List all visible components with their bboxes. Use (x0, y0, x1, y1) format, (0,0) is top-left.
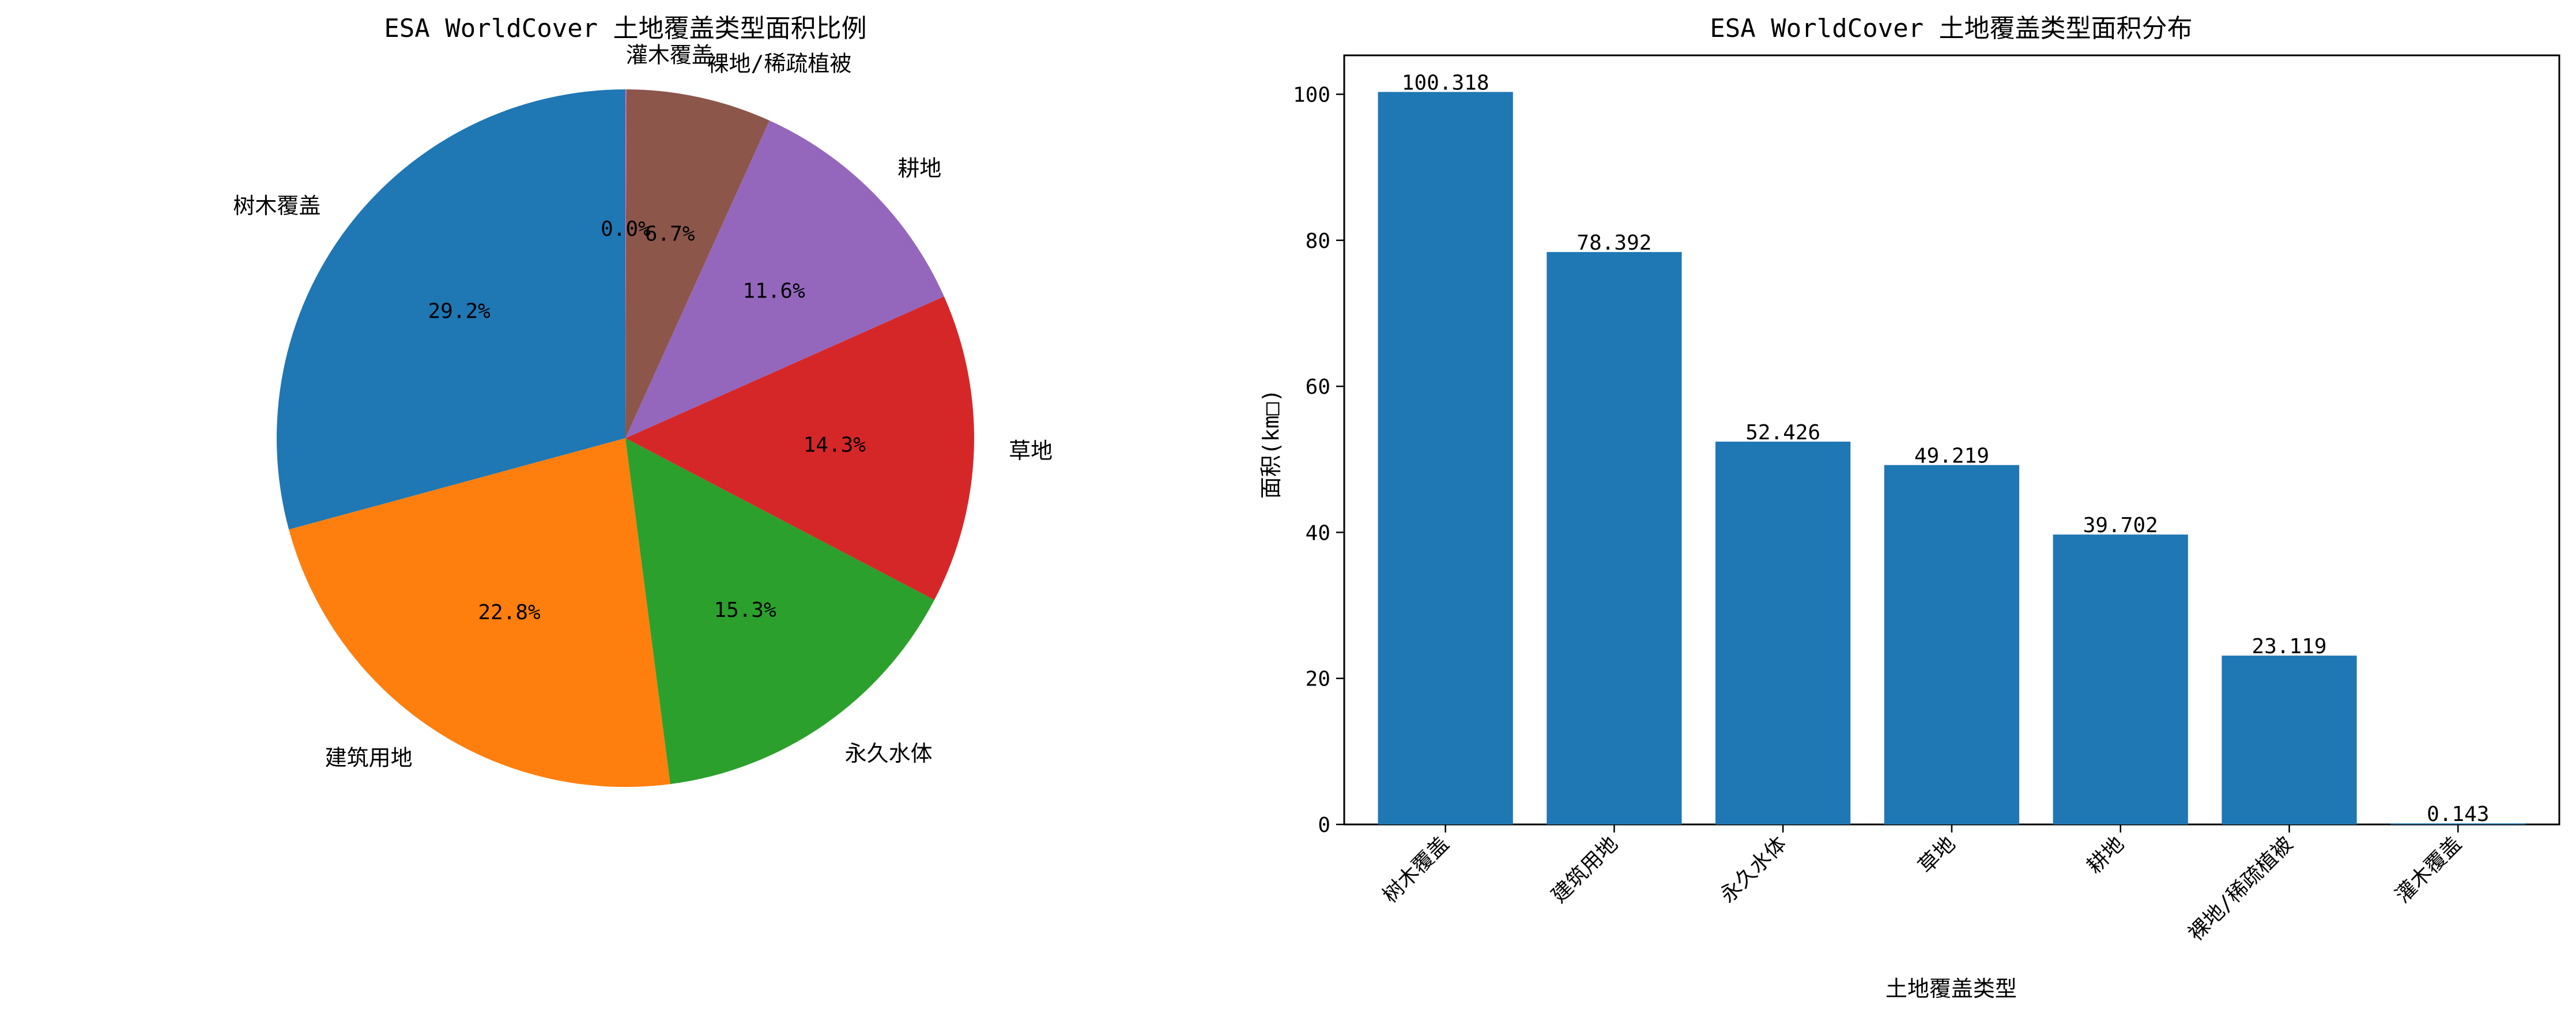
y-tick-label-3: 60 (1306, 375, 1330, 399)
x-tick-label-0: 树木覆盖 (1378, 832, 1454, 907)
bar-value-label-2: 52.426 (1745, 421, 1820, 445)
x-tick-label-6: 灌木覆盖 (2391, 832, 2466, 907)
plot-frame (1343, 54, 2560, 826)
y-tick-label-1: 20 (1306, 668, 1330, 691)
bar-bars: 100.318 78.392 52.426 49.219 39.702 23.119 0.1… (1378, 71, 2526, 826)
x-tick-label-3: 草地 (1914, 832, 1960, 878)
bar-value-label-1: 78.392 (1576, 231, 1651, 255)
x-axis-label: 土地覆盖类型 (1885, 976, 2017, 1001)
pie-category-label-6: 灌木覆盖 (626, 43, 714, 68)
bar-0 (1378, 92, 1513, 824)
pie-slices (276, 89, 974, 787)
pie-category-label-2: 永久水体 (845, 741, 933, 766)
bar-1 (1547, 252, 1682, 824)
bar-3 (1884, 465, 2020, 824)
bar-2 (1715, 442, 1851, 824)
pie-slice-0 (276, 89, 625, 530)
bar-value-label-4: 39.702 (2083, 514, 2158, 537)
x-tick-label-4: 耕地 (2083, 832, 2129, 878)
bar-5 (2222, 656, 2357, 824)
bar-axes: 0 20 40 60 80 100 树木覆盖 建筑用地 永久水体 草地 耕地 裸地/稀疏植被 灌木覆盖 (1293, 54, 2560, 946)
pie-category-label-0: 树木覆盖 (233, 193, 320, 219)
y-tick-label-2: 40 (1306, 521, 1330, 545)
bar-title: ESA WorldCover 土地覆盖类型面积分布 (1710, 14, 2192, 43)
x-tick-label-5: 裸地/稀疏植被 (2184, 832, 2298, 946)
pie-labels: 29.2% 树木覆盖 22.8% 建筑用地 15.3% 永久水体 14.3% 草地 11.6% 耕… (233, 43, 1053, 771)
pie-chart: ESA WorldCover 土地覆盖类型面积比例 29.2% 树木覆盖 22.8%… (233, 14, 1053, 787)
pie-slice-6 (625, 89, 627, 438)
pie-pct-label-5: 6.7% (645, 222, 695, 246)
pie-category-label-4: 耕地 (897, 156, 941, 181)
pie-slice-1 (289, 438, 670, 787)
pie-slice-2 (625, 438, 934, 784)
pie-slice-4 (625, 120, 944, 438)
pie-title: ESA WorldCover 土地覆盖类型面积比例 (384, 14, 866, 43)
pie-category-label-1: 建筑用地 (325, 745, 413, 771)
pie-category-label-5: 裸地/稀疏植被 (707, 51, 851, 77)
pie-category-label-3: 草地 (1009, 438, 1053, 464)
bar-6 (2390, 823, 2526, 824)
pie-pct-label-2: 15.3% (714, 598, 776, 622)
bar-value-label-0: 100.318 (1402, 71, 1489, 95)
bar-value-label-5: 23.119 (2252, 635, 2327, 658)
pie-pct-label-1: 22.8% (478, 601, 541, 624)
x-tick-label-2: 永久水体 (1716, 832, 1791, 907)
y-tick-label-5: 100 (1293, 84, 1330, 107)
pie-pct-label-0: 29.2% (428, 300, 491, 323)
pie-pct-label-4: 11.6% (742, 279, 805, 303)
bar-value-label-3: 49.219 (1914, 445, 1989, 468)
pie-slice-3 (625, 296, 974, 600)
pie-pct-label-3: 14.3% (804, 434, 866, 457)
bar-4 (2053, 534, 2188, 824)
y-tick-label-0: 0 (1318, 813, 1330, 837)
y-tick-label-4: 80 (1306, 229, 1330, 253)
x-tick-label-1: 建筑用地 (1547, 832, 1623, 907)
pie-slice-5 (625, 89, 770, 438)
bar-value-label-6: 0.143 (2427, 803, 2489, 826)
pie-pct-label-6: 0.0% (601, 217, 651, 241)
